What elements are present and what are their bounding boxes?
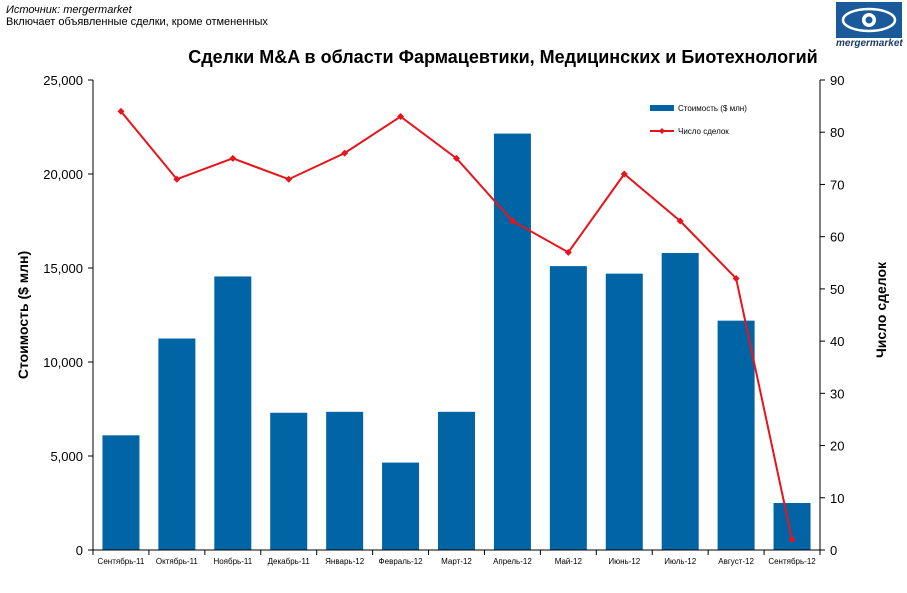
deals-point	[620, 170, 628, 178]
bar	[214, 276, 252, 550]
chart-title: Сделки M&A в области Фармацевтики, Медиц…	[188, 47, 817, 67]
bar	[493, 133, 531, 550]
eye-logo-icon	[836, 2, 902, 38]
x-tick-label: Декабрь-11	[268, 557, 311, 566]
deals-point	[117, 107, 125, 115]
x-tick-label: Апрель-12	[493, 557, 532, 566]
x-tick-label: Сентябрь-11	[98, 557, 145, 566]
legend-label-deals: Число сделок	[678, 127, 729, 136]
source-label: Источник: mergermarket	[6, 4, 132, 16]
x-tick-label: Июль-12	[664, 557, 697, 566]
y2-tick-label: 0	[830, 543, 837, 558]
y-tick-label: 25,000	[43, 73, 83, 88]
y2-tick-label: 70	[830, 177, 844, 192]
y-tick-label: 5,000	[50, 449, 83, 464]
deals-point	[732, 274, 740, 282]
x-tick-label: Август-12	[718, 557, 754, 566]
deals-point	[508, 217, 516, 225]
bar	[438, 411, 475, 550]
logo-text: mergermarket	[836, 38, 903, 49]
y2-tick-label: 30	[830, 386, 844, 401]
bar	[270, 412, 308, 550]
deals-point	[341, 149, 349, 157]
deals-point	[564, 248, 572, 256]
legend-marker-deals	[659, 128, 665, 134]
x-tick-label: Май-12	[555, 557, 583, 566]
y-tick-label: 0	[76, 543, 83, 558]
deals-point	[285, 175, 293, 183]
x-tick-label: Март-12	[441, 557, 472, 566]
deals-point	[229, 154, 237, 162]
bar	[326, 411, 364, 550]
y2-tick-label: 60	[830, 230, 844, 245]
y-axis-label: Стоимость ($ млн)	[15, 251, 31, 379]
deals-point	[788, 536, 796, 544]
y2-tick-label: 10	[830, 491, 844, 506]
bar	[102, 435, 140, 550]
x-tick-label: Октябрь-11	[156, 557, 199, 566]
x-tick-label: Февраль-12	[379, 557, 424, 566]
y2-tick-label: 20	[830, 439, 844, 454]
x-tick-label: Сентябрь-12	[768, 557, 816, 566]
source-note: Включает объявленные сделки, кроме отмен…	[6, 16, 268, 28]
x-tick-label: Ноябрь-11	[213, 557, 252, 566]
y2-tick-label: 40	[830, 334, 844, 349]
bar	[605, 273, 643, 550]
y-tick-label: 20,000	[43, 167, 83, 182]
y2-tick-label: 50	[830, 282, 844, 297]
bar	[717, 320, 755, 550]
y2-tick-label: 90	[830, 73, 844, 88]
deals-point	[173, 175, 181, 183]
deals-point	[453, 154, 460, 162]
legend-label-value: Стоимость ($ млн)	[678, 104, 747, 113]
x-tick-label: Июнь-12	[608, 557, 640, 566]
y-tick-label: 10,000	[43, 355, 83, 370]
y2-tick-label: 80	[830, 125, 844, 140]
x-tick-label: Январь-12	[325, 557, 365, 566]
legend-swatch-value	[650, 105, 674, 111]
y-tick-label: 15,000	[43, 261, 83, 276]
deals-point	[676, 217, 684, 225]
bar	[661, 252, 699, 550]
bar	[158, 338, 196, 550]
y2-axis-label: Число сделок	[873, 261, 889, 358]
deals-point	[397, 113, 405, 121]
bar	[382, 462, 420, 550]
bar	[549, 266, 587, 550]
